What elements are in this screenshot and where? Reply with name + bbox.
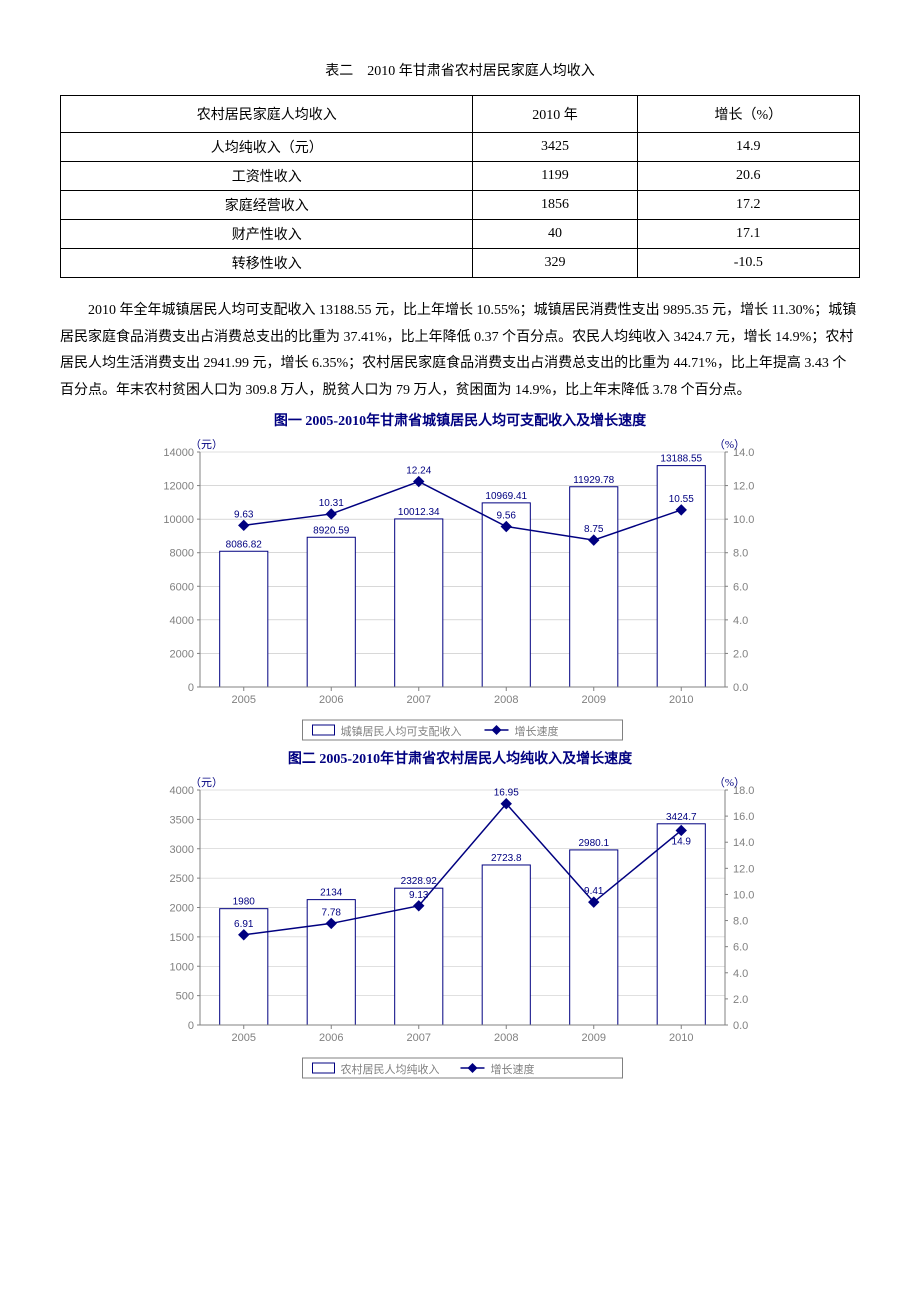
svg-text:（%）: （%） bbox=[714, 438, 745, 451]
svg-text:10969.41: 10969.41 bbox=[485, 491, 527, 502]
col-header: 增长（%） bbox=[637, 96, 859, 133]
chart1-svg: 020004000600080001000012000140000.02.04.… bbox=[140, 432, 780, 742]
svg-text:2.0: 2.0 bbox=[733, 994, 748, 1006]
svg-text:10.0: 10.0 bbox=[733, 890, 754, 902]
svg-text:2010: 2010 bbox=[669, 694, 693, 706]
body-paragraph: 2010 年全年城镇居民人均可支配收入 13188.55 元，比上年增长 10.… bbox=[60, 298, 860, 404]
svg-text:9.41: 9.41 bbox=[584, 887, 604, 898]
svg-text:2009: 2009 bbox=[582, 694, 606, 706]
svg-text:8.0: 8.0 bbox=[733, 916, 748, 928]
svg-text:增长速度: 增长速度 bbox=[515, 724, 559, 738]
svg-text:3424.7: 3424.7 bbox=[666, 812, 697, 823]
svg-text:2000: 2000 bbox=[170, 903, 194, 915]
svg-text:11929.78: 11929.78 bbox=[573, 475, 614, 486]
svg-text:6.91: 6.91 bbox=[234, 919, 254, 930]
svg-text:2723.8: 2723.8 bbox=[491, 853, 522, 864]
chart1-container: 020004000600080001000012000140000.02.04.… bbox=[60, 432, 860, 742]
svg-text:0.0: 0.0 bbox=[733, 682, 748, 694]
table-title: 表二 2010 年甘肃省农村居民家庭人均收入 bbox=[60, 60, 860, 80]
table-row: 转移性收入329-10.5 bbox=[61, 249, 860, 278]
svg-text:2009: 2009 bbox=[582, 1032, 606, 1044]
svg-text:8000: 8000 bbox=[170, 548, 194, 560]
svg-text:12.0: 12.0 bbox=[733, 864, 754, 876]
svg-text:12000: 12000 bbox=[163, 481, 194, 493]
svg-text:4000: 4000 bbox=[170, 615, 194, 627]
svg-text:9.13: 9.13 bbox=[409, 890, 429, 901]
svg-text:500: 500 bbox=[176, 991, 194, 1003]
svg-text:9.56: 9.56 bbox=[497, 511, 517, 522]
svg-text:13188.55: 13188.55 bbox=[660, 454, 702, 465]
chart2-container: 050010001500200025003000350040000.02.04.… bbox=[60, 770, 860, 1080]
svg-text:10.55: 10.55 bbox=[669, 494, 694, 505]
svg-text:6.0: 6.0 bbox=[733, 942, 748, 954]
svg-text:2005: 2005 bbox=[232, 694, 256, 706]
svg-text:10000: 10000 bbox=[163, 515, 194, 527]
table-row: 家庭经营收入185617.2 bbox=[61, 191, 860, 220]
svg-text:0.0: 0.0 bbox=[733, 1020, 748, 1032]
svg-text:0: 0 bbox=[188, 1020, 194, 1032]
col-header: 2010 年 bbox=[473, 96, 637, 133]
svg-text:8086.82: 8086.82 bbox=[226, 540, 263, 551]
svg-text:2008: 2008 bbox=[494, 1032, 518, 1044]
svg-text:14.9: 14.9 bbox=[672, 837, 692, 848]
svg-text:2007: 2007 bbox=[407, 1032, 431, 1044]
svg-text:2008: 2008 bbox=[494, 694, 518, 706]
svg-text:8.0: 8.0 bbox=[733, 548, 748, 560]
svg-text:16.95: 16.95 bbox=[494, 788, 519, 799]
svg-text:7.78: 7.78 bbox=[322, 908, 342, 919]
svg-text:9.63: 9.63 bbox=[234, 510, 254, 521]
svg-text:城镇居民人均可支配收入: 城镇居民人均可支配收入 bbox=[341, 724, 462, 738]
svg-text:3000: 3000 bbox=[170, 844, 194, 856]
svg-text:8.75: 8.75 bbox=[584, 525, 604, 536]
svg-text:2980.1: 2980.1 bbox=[578, 838, 609, 849]
svg-text:16.0: 16.0 bbox=[733, 811, 754, 823]
svg-text:（元）: （元） bbox=[190, 776, 223, 789]
svg-text:1980: 1980 bbox=[233, 897, 256, 908]
svg-text:2500: 2500 bbox=[170, 874, 194, 886]
svg-text:12.0: 12.0 bbox=[733, 481, 754, 493]
svg-text:2.0: 2.0 bbox=[733, 649, 748, 661]
chart1-title: 图一 2005-2010年甘肃省城镇居民人均可支配收入及增长速度 bbox=[60, 410, 860, 430]
svg-text:2007: 2007 bbox=[407, 694, 431, 706]
svg-text:2006: 2006 bbox=[319, 694, 343, 706]
svg-text:2328.92: 2328.92 bbox=[401, 877, 438, 888]
svg-text:6000: 6000 bbox=[170, 582, 194, 594]
chart2-title: 图二 2005-2010年甘肃省农村居民人均纯收入及增长速度 bbox=[60, 748, 860, 768]
svg-text:2134: 2134 bbox=[320, 888, 343, 899]
svg-text:2006: 2006 bbox=[319, 1032, 343, 1044]
table-row: 财产性收入4017.1 bbox=[61, 220, 860, 249]
svg-text:2010: 2010 bbox=[669, 1032, 693, 1044]
svg-text:（元）: （元） bbox=[190, 438, 223, 451]
svg-text:6.0: 6.0 bbox=[733, 582, 748, 594]
svg-text:增长速度: 增长速度 bbox=[491, 1062, 535, 1076]
table-header-row: 农村居民家庭人均收入 2010 年 增长（%） bbox=[61, 96, 860, 133]
table-row: 人均纯收入（元）342514.9 bbox=[61, 133, 860, 162]
svg-text:10.31: 10.31 bbox=[319, 498, 344, 509]
svg-text:1500: 1500 bbox=[170, 932, 194, 944]
chart2-svg: 050010001500200025003000350040000.02.04.… bbox=[140, 770, 780, 1080]
table-row: 工资性收入119920.6 bbox=[61, 162, 860, 191]
svg-text:10.0: 10.0 bbox=[733, 515, 754, 527]
svg-text:1000: 1000 bbox=[170, 962, 194, 974]
svg-text:14.0: 14.0 bbox=[733, 838, 754, 850]
svg-text:农村居民人均纯收入: 农村居民人均纯收入 bbox=[341, 1062, 440, 1076]
svg-text:4.0: 4.0 bbox=[733, 615, 748, 627]
svg-text:（%）: （%） bbox=[714, 776, 745, 789]
svg-text:0: 0 bbox=[188, 682, 194, 694]
svg-text:10012.34: 10012.34 bbox=[398, 507, 440, 518]
income-table: 农村居民家庭人均收入 2010 年 增长（%） 人均纯收入（元）342514.9… bbox=[60, 95, 860, 278]
svg-text:2005: 2005 bbox=[232, 1032, 256, 1044]
svg-text:3500: 3500 bbox=[170, 815, 194, 827]
svg-text:4.0: 4.0 bbox=[733, 968, 748, 980]
svg-text:12.24: 12.24 bbox=[406, 466, 431, 477]
svg-text:2000: 2000 bbox=[170, 649, 194, 661]
svg-text:8920.59: 8920.59 bbox=[313, 526, 350, 537]
col-header: 农村居民家庭人均收入 bbox=[61, 96, 473, 133]
